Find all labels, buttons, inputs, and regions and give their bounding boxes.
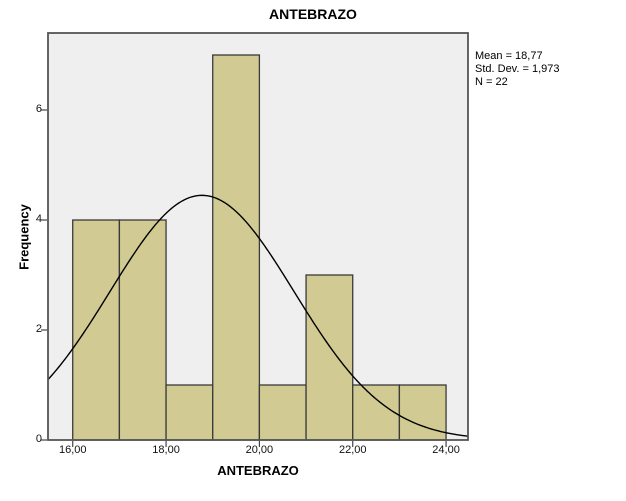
histogram-bar xyxy=(305,274,354,441)
y-tick-label: 0 xyxy=(35,433,42,445)
histogram-bar xyxy=(165,384,214,441)
histogram-bar xyxy=(352,384,401,441)
x-tick-label: 16,00 xyxy=(58,444,87,456)
stat-mean: Mean = 18,77 xyxy=(475,50,543,62)
histogram-bar xyxy=(118,219,167,441)
stats-box: Mean = 18,77 Std. Dev. = 1,973 N = 22 xyxy=(475,50,560,89)
y-tick-label: 4 xyxy=(35,213,42,225)
chart-title: ANTEBRAZO xyxy=(269,6,357,22)
x-axis-label: ANTEBRAZO xyxy=(217,463,299,478)
histogram-bar xyxy=(212,54,261,441)
histogram-bar xyxy=(258,384,307,441)
plot-frame xyxy=(47,32,469,441)
y-axis-label: Frequency xyxy=(16,204,32,270)
y-tick-label: 2 xyxy=(35,323,42,335)
stat-n: N = 22 xyxy=(475,76,508,88)
x-tick-label: 22,00 xyxy=(338,444,367,456)
normal-curve xyxy=(47,194,469,437)
x-tick-label: 18,00 xyxy=(152,444,180,456)
y-tick-label: 6 xyxy=(35,103,42,115)
histogram-bar xyxy=(72,219,121,441)
x-tick-label: 20,00 xyxy=(245,444,274,456)
stat-std-dev: Std. Dev. = 1,973 xyxy=(475,63,560,75)
x-tick-label: 24,00 xyxy=(432,444,460,456)
